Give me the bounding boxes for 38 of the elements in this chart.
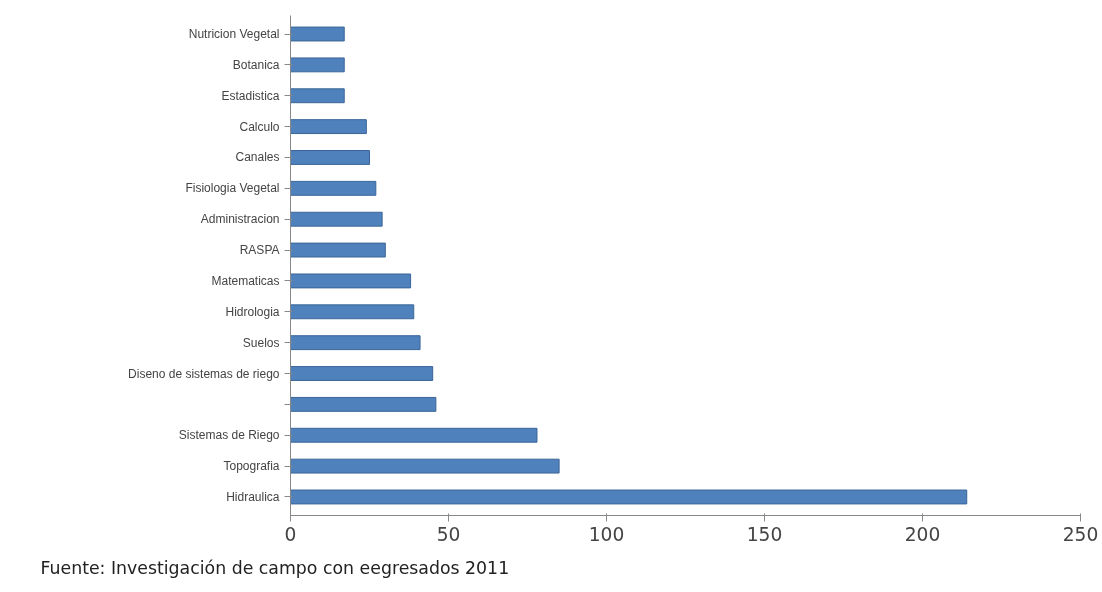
x-tick-label: 200	[904, 523, 941, 545]
y-tick-label: Botanica	[232, 57, 280, 72]
bar	[290, 26, 345, 42]
x-tick-label: 0	[284, 523, 297, 545]
bar	[290, 335, 421, 351]
y-tick-label: Diseno de sistemas de riego	[128, 366, 280, 381]
bar	[290, 396, 437, 412]
y-tick-label: Topografia	[223, 459, 280, 474]
bar	[290, 458, 560, 474]
source-note: Fuente: Investigación de campo con eegresados 2011	[40, 558, 510, 578]
y-tick-label: Canales	[235, 150, 280, 165]
bar	[290, 119, 367, 135]
bar	[290, 150, 370, 165]
y-tick-label: Fisiologia Vegetal	[185, 181, 280, 196]
bar	[290, 180, 377, 196]
y-tick-label: Hidraulica	[226, 489, 280, 504]
bar	[290, 211, 383, 227]
y-tick-label: Estadistica	[221, 88, 280, 103]
x-tick-label: 150	[746, 523, 783, 545]
x-tick-label: 50	[436, 523, 461, 545]
bar	[290, 366, 434, 381]
y-tick-label: RASPA	[239, 243, 280, 258]
y-tick-label: Calculo	[239, 119, 280, 134]
bar	[290, 88, 345, 104]
bar	[290, 427, 538, 443]
y-tick-label: Suelos	[242, 335, 280, 350]
y-tick-label: Nutricion Vegetal	[188, 27, 280, 42]
y-tick-label: Administracion	[200, 212, 280, 227]
y-tick-label: Hidrologia	[225, 304, 280, 319]
bar	[290, 304, 415, 320]
bar	[290, 242, 386, 258]
bar	[290, 273, 412, 289]
bar	[290, 489, 968, 505]
bar	[290, 57, 345, 73]
y-tick-label: Sistemas de Riego	[178, 428, 280, 443]
x-tick-label: 100	[588, 523, 625, 545]
y-tick-label: Matematicas	[211, 273, 280, 288]
x-tick-label: 250	[1062, 523, 1099, 545]
